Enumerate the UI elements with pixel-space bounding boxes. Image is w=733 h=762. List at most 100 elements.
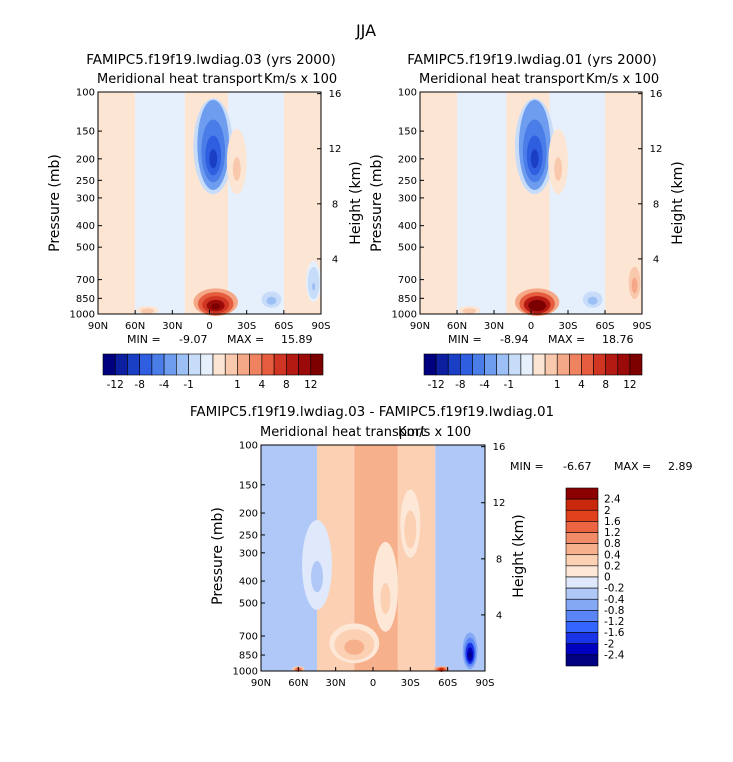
xtick-label: 0 [206,321,212,332]
xtick-label: 30S [401,678,420,689]
colorbar-box [617,353,631,376]
colorbar-box [114,353,128,376]
panel-2-ylabel: Pressure (mb) [369,154,385,252]
colorbar-box [565,487,599,500]
xtick-label: 90S [475,678,494,689]
panel-3-max-label: MAX = [614,460,651,473]
right-tick-label: 12 [650,144,663,155]
panel-1: FAMIPC5.f19f19.lwdiag.03 (yrs 2000) Meri… [47,52,364,391]
xtick-label: 90N [251,678,271,689]
panel-2-subtitle-units: Km/s x 100 [586,72,659,87]
colorbar-box [484,353,497,376]
panel-3-xaxis: 90N 60N 30N 0 30S 60S 90S [251,667,495,689]
xtick-label: 30N [484,321,504,332]
panel-3-ylabel-right: Height (km) [511,514,527,597]
colorbar-tick-label: 0.8 [604,538,621,550]
colorbar-box [544,353,558,376]
colorbar-box [460,353,473,376]
panel-3-field [261,445,485,672]
xtick-label: 60S [274,321,293,332]
contour-region [382,593,388,609]
panel-3-yaxis: 100 150 200 250 300 400 500 700 850 1000 [233,441,265,678]
colorbar-tick-label: -1.2 [604,616,625,628]
background-band [549,92,605,314]
contour-region [268,299,274,304]
ytick-label: 1000 [392,310,417,321]
colorbar-box [565,587,599,600]
right-tick-label: 16 [329,89,342,100]
xtick-label: 60N [125,321,145,332]
contour-region [211,303,221,310]
ytick-label: 100 [76,88,95,99]
background-band [98,92,136,314]
colorbar-box [423,353,437,376]
colorbar-box [298,353,312,376]
panel-1-yaxis: 100 150 200 250 300 400 500 700 850 1000 [70,88,102,321]
contour-region [234,165,239,177]
background-band [228,92,284,314]
panel-3-min-label: MIN = [510,460,544,473]
xtick-label: 30N [326,678,346,689]
contour-region [312,282,316,291]
ytick-label: 250 [239,530,258,541]
colorbar-box [224,353,238,376]
panel-1-min-value: -9.07 [179,333,207,346]
colorbar-tick-label: 0.2 [604,560,621,572]
panel-2-title: FAMIPC5.f19f19.lwdiag.01 (yrs 2000) [407,52,656,68]
panel-3-ylabel: Pressure (mb) [210,507,226,605]
colorbar-box [593,353,606,376]
colorbar-box [472,353,485,376]
colorbar-box [447,353,461,376]
colorbar-box [102,353,116,376]
ytick-label: 1000 [70,310,95,321]
panel-3-min-value: -6.67 [563,460,591,473]
colorbar-tick-label: 1 [234,379,241,391]
ytick-label: 150 [398,127,417,138]
ytick-label: 300 [76,193,95,204]
ytick-label: 850 [398,294,417,305]
xtick-label: 90S [632,321,651,332]
contour-region [209,149,218,169]
colorbar-box [565,498,599,511]
colorbar-box [520,353,534,376]
colorbar-tick-label: -0.8 [604,605,625,617]
background-band [135,92,185,314]
colorbar-box [188,353,202,376]
colorbar-box [435,353,449,376]
colorbar-box [286,353,299,376]
contour-region [408,527,413,540]
colorbar-tick-label: 4 [259,379,266,391]
panel-1-subtitle: Meridional heat transport [97,72,262,87]
panel-2-field [420,92,642,317]
colorbar-tick-label: 4 [578,379,585,391]
xtick-label: 0 [528,321,534,332]
right-tick-label: 8 [332,199,338,210]
colorbar-tick-label: -4 [479,379,490,391]
colorbar-box [605,353,619,376]
colorbar-tick-label: 8 [283,379,290,391]
right-tick-label: 16 [650,89,663,100]
ytick-label: 700 [239,631,258,642]
ytick-label: 850 [76,294,95,305]
ytick-label: 250 [76,176,95,187]
panel-3-colorbar: 2.421.61.20.80.40.20-0.2-0.4-0.8-1.2-1.6… [565,487,625,667]
contour-region [314,571,320,587]
ytick-label: 100 [398,88,417,99]
panel-3-subtitle-units: Km/s x 100 [398,425,471,440]
colorbar-box [249,353,263,376]
contour-region [530,149,539,169]
colorbar-tick-label: 2.4 [604,494,621,506]
ytick-label: 200 [398,154,417,165]
colorbar-tick-label: -12 [107,379,124,391]
colorbar-box [556,353,570,376]
colorbar-tick-label: -8 [134,379,144,391]
colorbar-tick-label: -0.2 [604,583,625,595]
background-band [397,445,436,671]
colorbar-tick-label: 0 [604,572,611,584]
panel-1-ylabel: Pressure (mb) [47,154,63,252]
panel-1-subtitle-units: Km/s x 100 [264,72,337,87]
colorbar-box [508,353,522,376]
ytick-label: 200 [76,154,95,165]
colorbar-box [565,576,599,589]
colorbar-tick-label: -8 [455,379,465,391]
